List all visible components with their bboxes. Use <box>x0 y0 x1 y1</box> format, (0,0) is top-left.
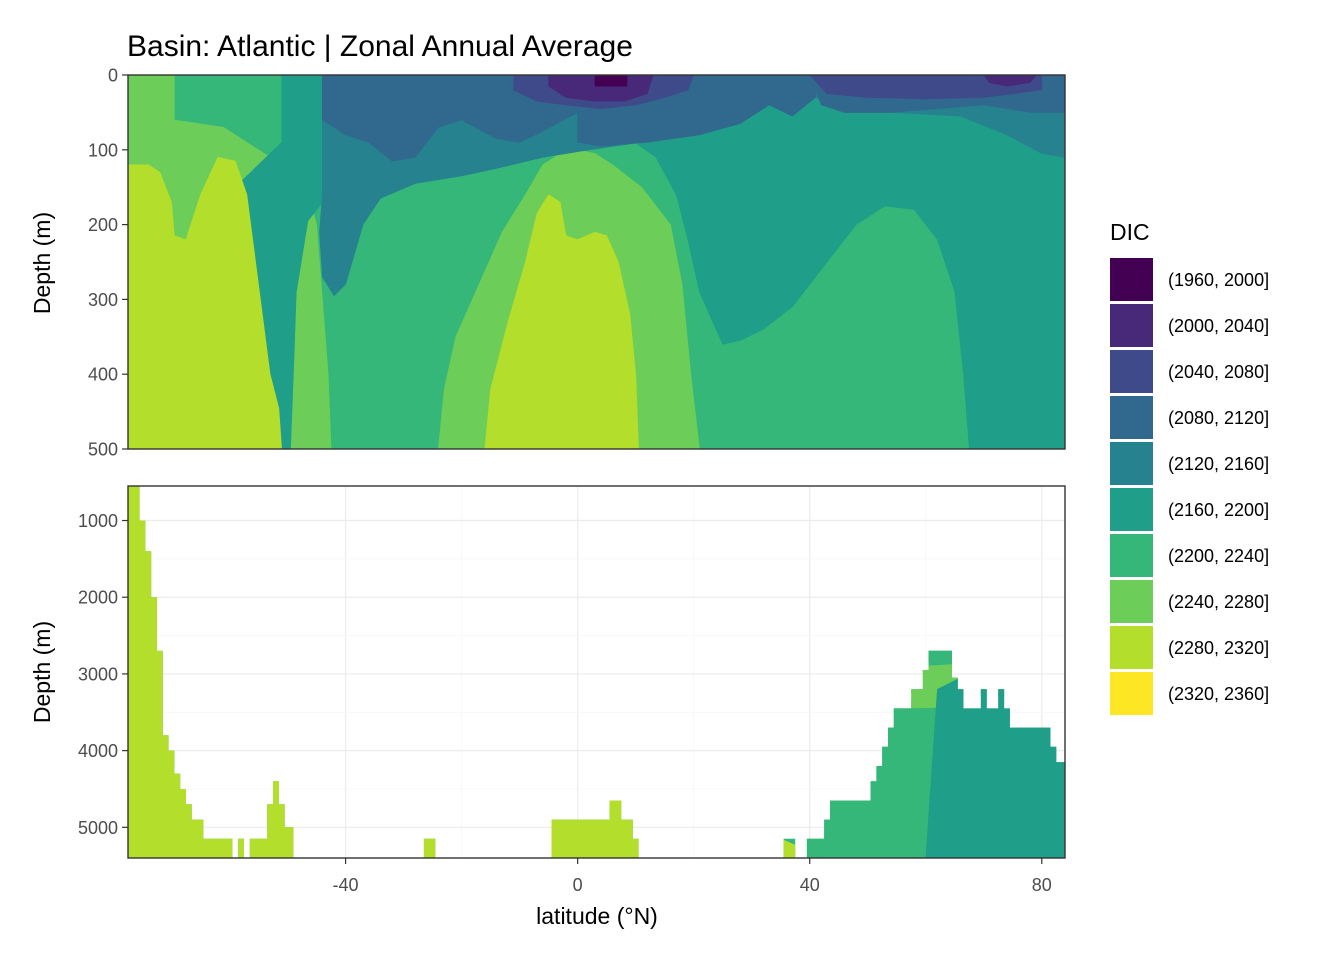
y-tick-label: 2000 <box>78 588 118 608</box>
contour-region <box>699 157 793 229</box>
legend-key <box>1110 350 1153 393</box>
contour-region <box>322 75 578 162</box>
y-tick-label: 3000 <box>78 664 118 684</box>
upper-panel: 0 100 200 300 400 500 <box>88 66 1066 460</box>
contour-region <box>128 156 283 449</box>
legend-key <box>1110 580 1153 623</box>
contour-region <box>983 75 1037 87</box>
y-tick-label: 1000 <box>78 511 118 531</box>
legend-label: (2240, 2280] <box>1168 592 1269 612</box>
x-tick-label: 40 <box>800 875 820 895</box>
x-axis-title: latitude (°N) <box>536 903 658 929</box>
x-tick-label: -40 <box>333 875 359 895</box>
y-tick-label: 0 <box>108 66 118 86</box>
legend-label: (2280, 2320] <box>1168 638 1269 658</box>
legend-key <box>1110 258 1153 301</box>
legend-label: (1960, 2000] <box>1168 270 1269 290</box>
legend-label: (2200, 2240] <box>1168 546 1269 566</box>
legend-key <box>1110 672 1153 715</box>
x-tick-label: 0 <box>573 875 583 895</box>
legend-label: (2000, 2040] <box>1168 316 1269 336</box>
y-tick-label: 100 <box>88 140 118 160</box>
legend-key <box>1110 534 1153 577</box>
legend-label: (2120, 2160] <box>1168 454 1269 474</box>
legend-key <box>1110 304 1153 347</box>
y-tick-label: 4000 <box>78 741 118 761</box>
panel-border-lower <box>127 485 1066 859</box>
contour-regions-upper <box>128 75 1065 449</box>
legend-key <box>1110 396 1153 439</box>
y-tick-label: 5000 <box>78 818 118 838</box>
y-tick-label: 500 <box>88 440 118 460</box>
legend-key <box>1110 488 1153 531</box>
contour-region <box>484 194 639 449</box>
legend-label: (2320, 2360] <box>1168 684 1269 704</box>
x-tick-label: 80 <box>1032 875 1052 895</box>
y-tick-label: 200 <box>88 215 118 235</box>
y-tick-label: 300 <box>88 290 118 310</box>
legend-label: (2040, 2080] <box>1168 362 1269 382</box>
legend-title: DIC <box>1110 219 1150 245</box>
contour-region <box>224 75 1065 449</box>
contour-region <box>594 75 628 87</box>
panel-border-upper <box>127 74 1066 450</box>
legend-label: (2160, 2200] <box>1168 500 1269 520</box>
y-tick-label: 400 <box>88 365 118 385</box>
contour-region <box>809 75 1043 100</box>
chart-title: Basin: Atlantic | Zonal Annual Average <box>127 30 633 63</box>
y-axis-title-lower: Depth (m) <box>29 621 55 723</box>
lower-panel: 1000 2000 3000 4000 5000 -40 0 40 80 <box>78 485 1066 895</box>
y-axis-title-upper: Depth (m) <box>29 212 55 314</box>
legend: DIC (1960, 2000] (2000, 2040] (2040, 2080]… <box>1110 219 1269 715</box>
legend-key <box>1110 442 1153 485</box>
legend-key <box>1110 626 1153 669</box>
legend-label: (2080, 2120] <box>1168 408 1269 428</box>
